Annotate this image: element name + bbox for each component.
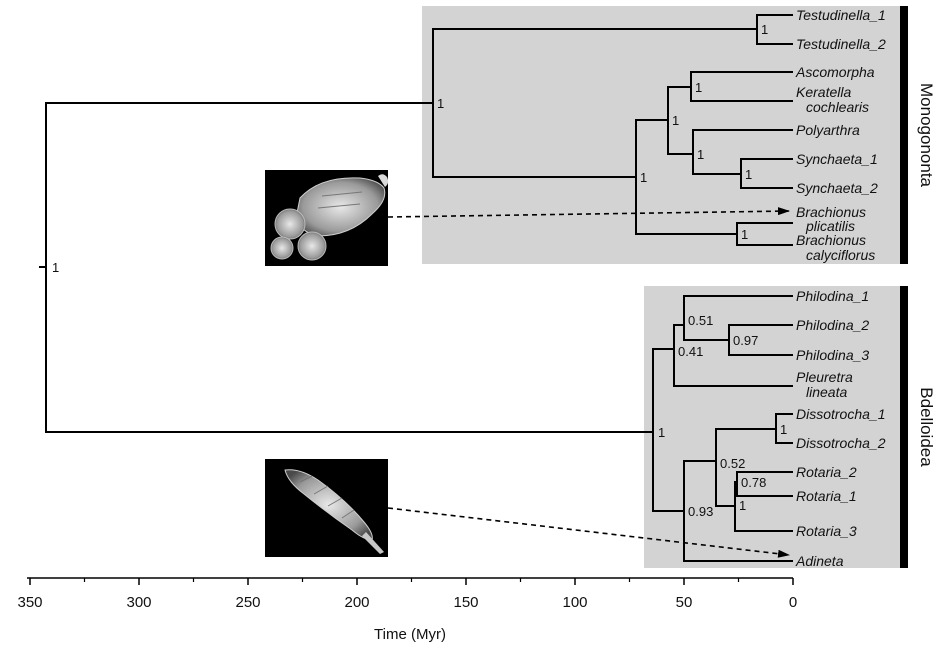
- taxon-philodina-1: Philodina_1: [796, 288, 869, 304]
- time-axis: 350 300 250 200 150 100 50 0 Time (Myr): [17, 577, 797, 643]
- support-rotaria-b: 1: [739, 498, 746, 513]
- support-synchaeta: 1: [745, 167, 752, 182]
- support-other-bdell: 0.93: [688, 504, 713, 519]
- taxon-b-plicatilis-line1: Brachionus: [796, 204, 866, 220]
- axis-tick-label: 200: [344, 594, 369, 611]
- taxon-dissotrocha-1: Dissotrocha_1: [796, 406, 886, 422]
- taxon-ascomorpha: Ascomorpha: [795, 64, 875, 80]
- support-rotaria-a: 0.78: [741, 475, 766, 490]
- monogononta-clade-label: Monogononta: [917, 83, 934, 188]
- support-bdelloidea: 1: [658, 425, 665, 440]
- tree-branches: [39, 14, 793, 562]
- axis-tick-label: 350: [17, 594, 42, 611]
- taxon-pleuretra-line2: lineata: [806, 384, 847, 400]
- taxon-philodina-2: Philodina_2: [796, 317, 869, 333]
- arrow-to-adineta: [387, 507, 790, 558]
- taxon-polyarthra: Polyarthra: [796, 122, 860, 138]
- support-brachionus: 1: [741, 227, 748, 242]
- taxon-synchaeta-1: Synchaeta_1: [796, 151, 878, 167]
- axis-title: Time (Myr): [374, 626, 446, 643]
- taxon-b-calyciflorus-line1: Brachionus: [796, 232, 866, 248]
- support-asco-ker: 1: [695, 80, 702, 95]
- taxon-testudinella-2: Testudinella_2: [796, 36, 886, 52]
- axis-tick-label: 150: [453, 594, 478, 611]
- taxon-rotaria-3: Rotaria_3: [796, 523, 857, 539]
- support-philodina: 0.51: [688, 313, 713, 328]
- taxon-b-plicatilis-line2: plicatilis: [805, 218, 855, 234]
- bdelloidea-clade-label: Bdelloidea: [917, 387, 934, 467]
- brachionus-photo: [265, 170, 389, 266]
- support-monogononta: 1: [437, 96, 444, 111]
- monogononta-clade-box: [422, 6, 900, 264]
- taxon-keratella-line2: cochlearis: [806, 99, 869, 115]
- support-root: 1: [52, 260, 59, 275]
- bdelloidea-clade-box: [644, 286, 900, 568]
- support-pol-syn: 1: [697, 147, 704, 162]
- support-diss-rot: 0.52: [720, 456, 745, 471]
- axis-tick-label: 300: [126, 594, 151, 611]
- monogononta-clade-bar: [900, 6, 908, 264]
- axis-tick-label: 50: [676, 594, 693, 611]
- axis-tick-label: 100: [562, 594, 587, 611]
- axis-tick-label: 250: [235, 594, 260, 611]
- support-asco-pol-syn: 1: [672, 113, 679, 128]
- adineta-photo: [265, 459, 388, 557]
- support-philodina-23: 0.97: [733, 333, 758, 348]
- taxon-pleuretra-line1: Pleuretra: [796, 369, 853, 385]
- support-values: 1 1 1 1 1 1 1 1 1 1 0.41 0.51 0.97 0.93 …: [52, 22, 787, 519]
- taxon-dissotrocha-2: Dissotrocha_2: [796, 435, 886, 451]
- taxon-b-calyciflorus-line2: calyciflorus: [806, 247, 875, 263]
- support-mono-inner: 1: [640, 170, 647, 185]
- support-dissotrocha: 1: [780, 422, 787, 437]
- taxon-keratella-line1: Keratella: [796, 84, 851, 100]
- arrow-to-brachionus: [387, 207, 790, 218]
- taxon-adineta: Adineta: [795, 553, 844, 569]
- taxon-testudinella-1: Testudinella_1: [796, 7, 886, 23]
- taxon-labels: Testudinella_1 Testudinella_2 Ascomorpha…: [795, 7, 886, 569]
- taxon-rotaria-2: Rotaria_2: [796, 464, 857, 480]
- support-philodinid: 0.41: [678, 344, 703, 359]
- support-testudinella: 1: [761, 22, 768, 37]
- taxon-synchaeta-2: Synchaeta_2: [796, 180, 878, 196]
- taxon-rotaria-1: Rotaria_1: [796, 488, 857, 504]
- axis-tick-label: 0: [789, 594, 797, 611]
- taxon-philodina-3: Philodina_3: [796, 347, 869, 363]
- bdelloidea-clade-bar: [900, 286, 908, 568]
